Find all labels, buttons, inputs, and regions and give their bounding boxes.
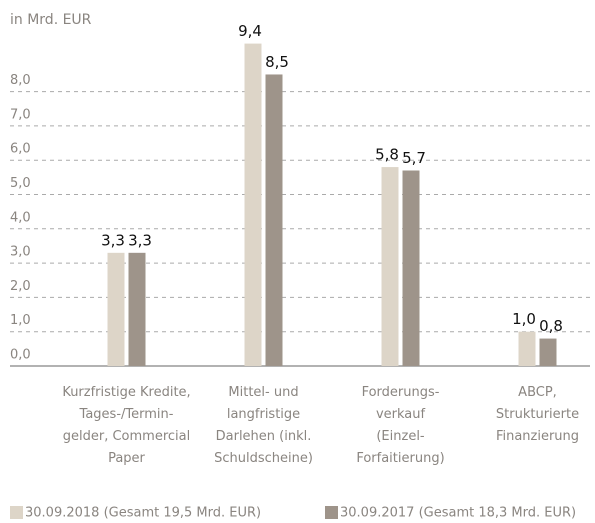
value-label: 5,7 <box>402 149 426 167</box>
value-label: 5,8 <box>375 146 399 164</box>
y-tick-label: 3,0 <box>10 245 31 260</box>
y-tick-label: 5,0 <box>10 176 31 191</box>
x-tick-label: Mittel- und langfristige Darlehen (inkl. Sc… <box>214 385 313 466</box>
y-tick-label: 0,0 <box>10 348 31 363</box>
bar <box>107 252 125 366</box>
value-label: 8,5 <box>265 53 289 71</box>
bar <box>265 74 283 367</box>
bar <box>539 338 557 366</box>
bar <box>402 170 420 366</box>
x-tick-label: ABCP, Strukturierte Finanzierung <box>496 385 579 444</box>
legend-label: 30.09.2017 (Gesamt 18,3 Mrd. EUR) <box>340 506 576 521</box>
y-tick-label: 4,0 <box>10 210 31 225</box>
bar <box>381 167 399 366</box>
value-label: 3,3 <box>128 231 152 249</box>
chart-title: in Mrd. EUR <box>10 12 92 28</box>
value-label: 9,4 <box>238 22 262 40</box>
value-label: 0,8 <box>539 317 563 335</box>
x-tick-label: Kurzfristige Kredite, Tages-/Termin-gelde… <box>62 385 190 466</box>
x-tick-label: Forderungs-verkauf (Einzel-Forfaitierung) <box>356 385 444 466</box>
y-tick-label: 7,0 <box>10 107 31 122</box>
y-tick-label: 2,0 <box>10 279 31 294</box>
y-tick-label: 1,0 <box>10 313 31 328</box>
legend-swatch <box>10 506 23 519</box>
value-label: 1,0 <box>512 310 536 328</box>
legend-swatch <box>325 506 338 519</box>
y-tick-label: 8,0 <box>10 73 31 88</box>
value-label: 3,3 <box>101 231 125 249</box>
bar <box>518 331 536 366</box>
bar <box>244 43 262 366</box>
y-tick-label: 6,0 <box>10 142 31 157</box>
legend-label: 30.09.2018 (Gesamt 19,5 Mrd. EUR) <box>25 506 261 521</box>
bar <box>128 252 146 366</box>
